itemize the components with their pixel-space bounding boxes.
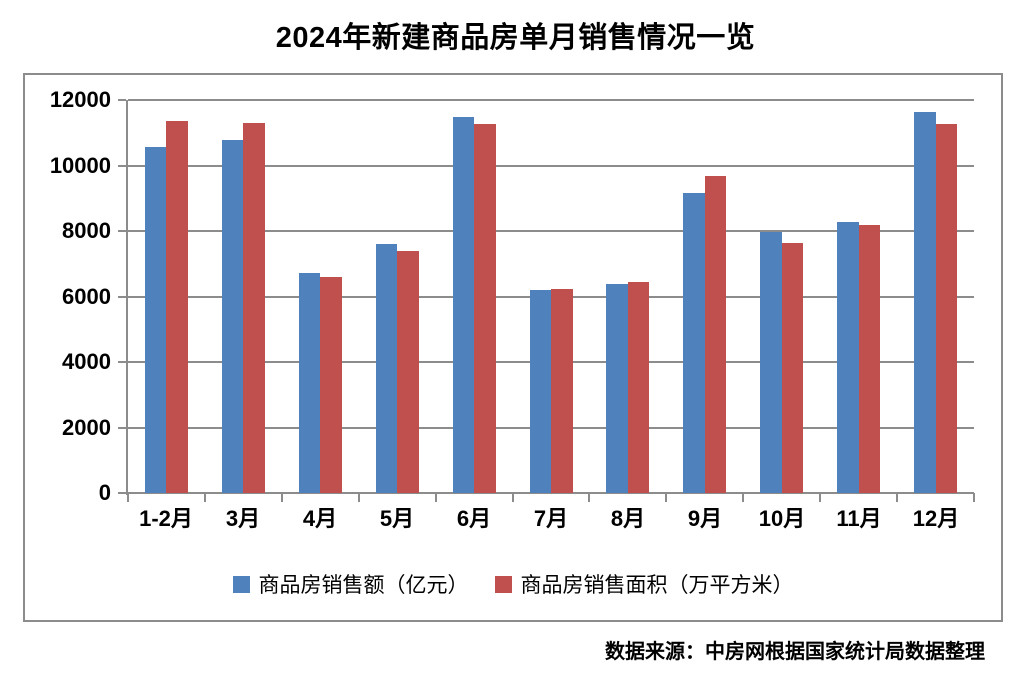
bar-sales-area-1-2月 — [166, 120, 188, 493]
y-tick — [118, 427, 126, 429]
bar-sales-area-11月 — [858, 224, 881, 493]
gridline-10000 — [128, 165, 974, 167]
bar-sales-value-7月 — [529, 290, 551, 493]
bar-sales-value-8月 — [606, 283, 628, 493]
bar-sales-value-1-2月 — [144, 146, 167, 493]
bar-sales-area-5月 — [397, 250, 419, 493]
x-axis-label-5月: 5月 — [379, 506, 415, 531]
bar-sales-area-4月 — [320, 277, 342, 493]
bar-sales-value-9月 — [683, 193, 705, 493]
x-axis-label-8月: 8月 — [610, 506, 646, 531]
x-tick — [281, 493, 283, 502]
y-tick-label-0: 0 — [98, 480, 111, 505]
source-note: 数据来源：中房网根据国家统计局数据整理 — [605, 641, 985, 663]
x-axis-label-10月: 10月 — [758, 506, 806, 531]
legend-swatch-red-icon — [494, 575, 512, 593]
x-tick — [127, 493, 129, 502]
bar-sales-area-3月 — [243, 122, 265, 493]
chart-frame: 0 2000 4000 6000 8000 10000 12000 1-2月 3月 4月 5月 6月… — [23, 73, 1003, 622]
x-tick — [512, 493, 514, 502]
bar-sales-value-5月 — [375, 244, 398, 493]
legend-swatch-blue-icon — [232, 575, 250, 593]
x-tick — [819, 493, 821, 502]
x-tick — [358, 493, 360, 502]
chart-title: 2024年新建商品房单月销售情况一览 — [275, 22, 756, 54]
x-axis-label-1-2月: 1-2月 — [139, 506, 193, 531]
bar-sales-value-10月 — [760, 231, 782, 493]
x-tick — [665, 493, 667, 502]
bar-sales-area-6月 — [474, 123, 496, 493]
x-axis-label-4月: 4月 — [302, 506, 338, 531]
x-axis-label-3月: 3月 — [225, 506, 261, 531]
x-tick — [204, 493, 206, 502]
x-axis-label-9月: 9月 — [687, 506, 723, 531]
bar-sales-area-10月 — [781, 242, 804, 493]
y-tick-label-2000: 2000 — [62, 415, 111, 440]
y-tick — [118, 165, 126, 167]
bar-sales-value-4月 — [298, 273, 321, 493]
legend-item-sales-value: 商品房销售额（亿元） — [232, 569, 469, 599]
legend-item-sales-area: 商品房销售面积（万平方米） — [494, 569, 794, 599]
bar-sales-value-11月 — [837, 222, 859, 493]
y-tick — [118, 492, 126, 494]
bar-sales-value-3月 — [221, 139, 244, 493]
y-axis-line — [126, 100, 128, 495]
y-tick — [118, 230, 126, 232]
x-tick — [742, 493, 744, 502]
x-tick — [435, 493, 437, 502]
x-axis-label-11月: 11月 — [836, 506, 882, 531]
plot-area — [128, 99, 974, 494]
y-tick — [118, 99, 126, 101]
x-tick — [973, 493, 975, 502]
y-tick-label-12000: 12000 — [49, 87, 111, 112]
legend-label-sales-value: 商品房销售额（亿元） — [258, 573, 469, 597]
gridline-12000 — [128, 99, 974, 101]
bar-sales-value-6月 — [452, 117, 475, 493]
gridline-8000 — [128, 230, 974, 232]
x-axis-label-7月: 7月 — [533, 506, 569, 531]
legend-label-sales-area: 商品房销售面积（万平方米） — [520, 573, 794, 597]
x-axis-label-6月: 6月 — [456, 506, 492, 531]
y-tick-label-6000: 6000 — [62, 284, 111, 309]
x-axis-label-12月: 12月 — [912, 506, 960, 531]
y-tick — [118, 296, 126, 298]
y-tick-label-10000: 10000 — [49, 153, 111, 178]
bar-sales-area-8月 — [627, 281, 650, 493]
bar-sales-area-7月 — [551, 288, 573, 493]
x-tick — [588, 493, 590, 502]
bar-sales-area-12月 — [935, 124, 958, 493]
y-tick-label-8000: 8000 — [62, 218, 111, 243]
legend: 商品房销售额（亿元） 商品房销售面积（万平方米） — [25, 569, 1001, 599]
y-tick — [118, 361, 126, 363]
y-tick-label-4000: 4000 — [62, 349, 111, 374]
bar-sales-value-12月 — [914, 112, 936, 493]
bar-sales-area-9月 — [704, 175, 727, 493]
x-tick — [896, 493, 898, 502]
gridline-0 — [128, 492, 974, 494]
